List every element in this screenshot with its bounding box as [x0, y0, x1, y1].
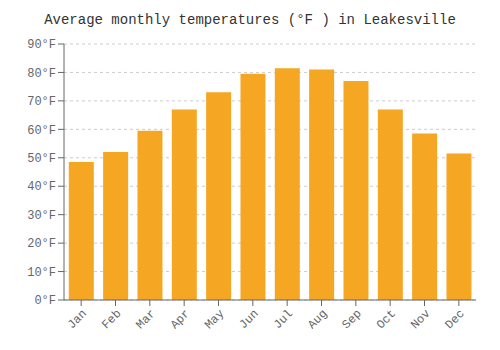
svg-text:Jun: Jun: [237, 307, 262, 332]
svg-text:Apr: Apr: [168, 307, 193, 332]
svg-text:80°F: 80°F: [27, 67, 56, 81]
svg-text:50°F: 50°F: [27, 152, 56, 166]
svg-text:30°F: 30°F: [27, 209, 56, 223]
svg-text:Sep: Sep: [340, 307, 365, 332]
svg-text:Jul: Jul: [271, 307, 296, 332]
svg-text:0°F: 0°F: [34, 294, 56, 308]
svg-text:Jan: Jan: [65, 307, 90, 332]
svg-text:60°F: 60°F: [27, 124, 56, 138]
svg-text:40°F: 40°F: [27, 180, 56, 194]
svg-text:Aug: Aug: [305, 307, 330, 332]
svg-text:Mar: Mar: [134, 307, 159, 332]
svg-text:May: May: [202, 307, 227, 332]
svg-text:20°F: 20°F: [27, 237, 56, 251]
svg-text:10°F: 10°F: [27, 266, 56, 280]
svg-text:70°F: 70°F: [27, 95, 56, 109]
svg-text:Dec: Dec: [443, 307, 468, 332]
svg-text:Feb: Feb: [99, 307, 124, 332]
svg-text:Nov: Nov: [408, 307, 433, 332]
html-text:Average monthly temperatures (: Average monthly temperatures (°F ) in Le…: [44, 12, 456, 28]
svg-text:90°F: 90°F: [27, 38, 56, 52]
svg-text:Oct: Oct: [374, 307, 399, 332]
